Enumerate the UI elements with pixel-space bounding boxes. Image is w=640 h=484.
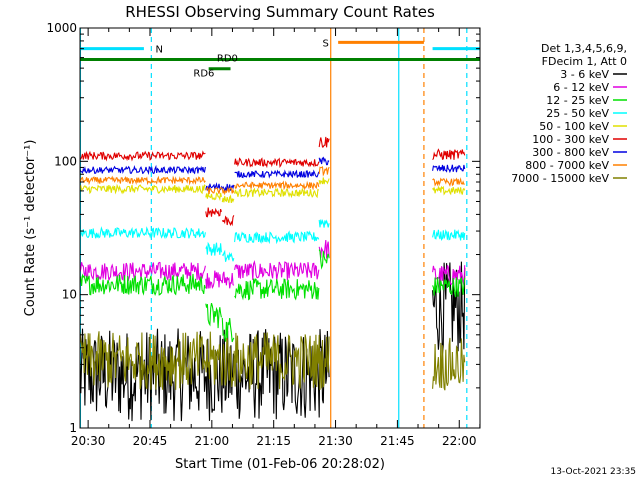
series-trace-0-seg-0	[80, 328, 330, 422]
series-trace-7-seg-2	[234, 180, 320, 191]
x-tick-label-2130: 21:30	[318, 434, 353, 448]
series-trace-2-seg-3	[234, 278, 320, 301]
x-tick-label-2045: 20:45	[133, 434, 168, 448]
series-trace-1-seg-2	[234, 259, 320, 281]
series-trace-4-seg-5	[432, 185, 466, 196]
series-trace-7-seg-4	[432, 177, 465, 187]
series-12-25keV	[80, 249, 466, 343]
legend-label-6: 300 - 800 keV	[532, 146, 609, 159]
chart-title: RHESSI Observing Summary Count Rates	[125, 3, 435, 21]
series-trace-5-seg-0	[80, 150, 206, 162]
series-trace-4-seg-1	[205, 192, 222, 202]
series-trace-7-seg-0	[80, 175, 206, 186]
legend-label-3: 25 - 50 keV	[546, 107, 609, 120]
legend-header-0: Det 1,3,4,5,6,9,	[541, 42, 627, 55]
series-trace-4-seg-4	[318, 177, 330, 185]
series-trace-6-seg-4	[432, 164, 466, 174]
series-trace-6-seg-0	[80, 164, 206, 176]
series-trace-5-seg-5	[432, 148, 466, 161]
series-trace-2-seg-2	[221, 317, 235, 343]
x-axis-label: Start Time (01-Feb-06 20:28:02)	[175, 457, 385, 472]
x-tick-label-2145: 21:45	[380, 434, 415, 448]
series-trace-6-seg-2	[234, 169, 320, 179]
series-trace-1-seg-0	[80, 261, 206, 282]
series-trace-6-seg-3	[318, 156, 330, 166]
x-tick-label-2115: 21:15	[256, 434, 291, 448]
series-trace-3-seg-0	[80, 226, 206, 240]
legend: Det 1,3,4,5,6,9,FDecim 1, Att 03 - 6 keV…	[511, 42, 627, 185]
series-7000-15000keV	[80, 331, 466, 391]
marker-label-n: N	[155, 45, 162, 56]
legend-header-1: FDecim 1, Att 0	[542, 55, 627, 68]
plot-frame	[79, 27, 481, 429]
x-tick-label-2030: 20:30	[71, 434, 106, 448]
series-800-7000keV	[80, 166, 465, 196]
series-trace-2-seg-5	[432, 277, 466, 298]
x-tick-label-2100: 21:00	[195, 434, 230, 448]
series-25-50keV	[80, 218, 466, 262]
legend-label-7: 800 - 7000 keV	[525, 159, 609, 172]
series-trace-5-seg-1	[205, 207, 222, 218]
series-trace-2-seg-1	[205, 302, 222, 329]
series-trace-3-seg-3	[234, 230, 320, 245]
axes: 1 10 100 1000 20:30 20:45 21:00 21:15 21:30 21:45…	[46, 21, 481, 448]
series-trace-5-seg-4	[318, 136, 330, 148]
marker-label-rd6: RD6	[193, 68, 214, 79]
marker-label-rd0: RD0	[217, 54, 238, 65]
series-trace-5-seg-3	[234, 157, 320, 169]
footer-timestamp: 13-Oct-2021 23:35	[550, 467, 636, 477]
legend-label-8: 7000 - 15000 keV	[511, 172, 609, 185]
series-trace-8-seg-0	[80, 331, 330, 390]
series-trace-4-seg-3	[234, 187, 320, 199]
series-trace-2-seg-4	[318, 249, 330, 270]
y-tick-label-1000: 1000	[46, 21, 77, 35]
marker-label-s: S	[322, 38, 328, 49]
legend-label-2: 12 - 25 keV	[546, 94, 609, 107]
series-trace-5-seg-2	[221, 215, 235, 227]
legend-label-5: 100 - 300 keV	[532, 133, 609, 146]
series-trace-3-seg-4	[318, 218, 330, 228]
series-trace-8-seg-1	[432, 337, 466, 391]
y-tick-label-1: 1	[69, 421, 77, 435]
series-50-100keV	[80, 177, 466, 204]
plot-clipped-group	[80, 28, 480, 428]
x-tick-label-2200: 22:00	[442, 434, 477, 448]
legend-label-1: 6 - 12 keV	[553, 81, 609, 94]
y-axis-label: Count Rate (s⁻¹ detector⁻¹)	[23, 140, 38, 317]
series-trace-1-seg-1	[205, 270, 235, 289]
series-trace-7-seg-3	[318, 166, 330, 177]
series-trace-3-seg-1	[205, 241, 222, 256]
legend-label-0: 3 - 6 keV	[560, 68, 609, 81]
series-trace-7-seg-1	[205, 186, 235, 196]
series-trace-3-seg-2	[221, 249, 235, 262]
y-tick-label-10: 10	[62, 288, 77, 302]
y-tick-label-100: 100	[54, 154, 77, 168]
series-trace-4-seg-0	[80, 183, 206, 195]
series-trace-3-seg-5	[432, 229, 466, 241]
series-trace-2-seg-0	[80, 273, 206, 296]
legend-label-4: 50 - 100 keV	[539, 120, 609, 133]
series-trace-4-seg-2	[221, 194, 235, 204]
series-100-300keV	[80, 136, 466, 227]
